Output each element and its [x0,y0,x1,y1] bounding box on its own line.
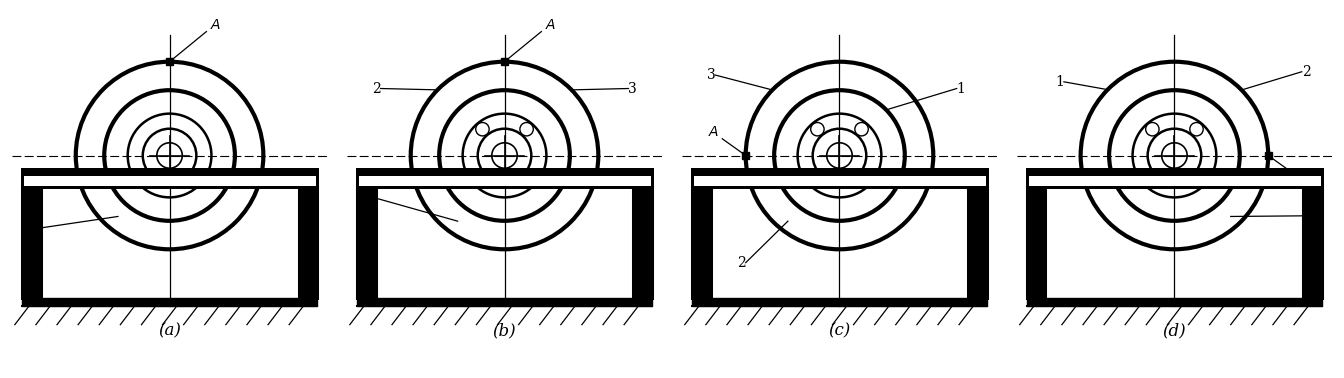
Text: 1: 1 [957,82,965,96]
Text: 2: 2 [372,82,380,96]
Text: $A$: $A$ [708,125,719,139]
Bar [23,298,317,306]
Bar [298,187,317,298]
Text: (a): (a) [159,323,181,340]
Bar [1265,152,1271,159]
Bar [358,169,652,176]
Text: 2: 2 [1302,65,1310,79]
Bar [358,187,375,298]
Text: (d): (d) [1163,323,1187,340]
Text: 3: 3 [707,68,715,82]
Text: $A$: $A$ [544,17,556,32]
Bar [742,152,750,159]
Bar [1027,169,1321,187]
Text: 1: 1 [359,189,367,203]
Bar [1027,298,1321,306]
Bar [692,169,986,176]
Bar [501,58,508,65]
Bar [358,298,652,306]
Text: (b): (b) [493,323,516,340]
Bar [1027,187,1046,298]
Bar [23,169,317,187]
Text: 3: 3 [629,82,637,96]
Text: $A$: $A$ [210,17,220,32]
Bar [633,187,652,298]
Bar [1027,169,1321,176]
Text: $A$: $A$ [1296,172,1306,186]
Text: 2: 2 [737,256,746,270]
Text: 1: 1 [23,222,32,236]
Bar [358,169,652,187]
Bar [165,58,173,65]
Bar [692,187,711,298]
Bar [692,298,986,306]
Bar [23,187,40,298]
Text: 1: 1 [1055,75,1064,89]
Bar [1304,187,1321,298]
Bar [23,169,317,176]
Bar [692,169,986,187]
Text: 3: 3 [1309,209,1317,223]
Bar [969,187,986,298]
Text: (c): (c) [828,323,851,340]
